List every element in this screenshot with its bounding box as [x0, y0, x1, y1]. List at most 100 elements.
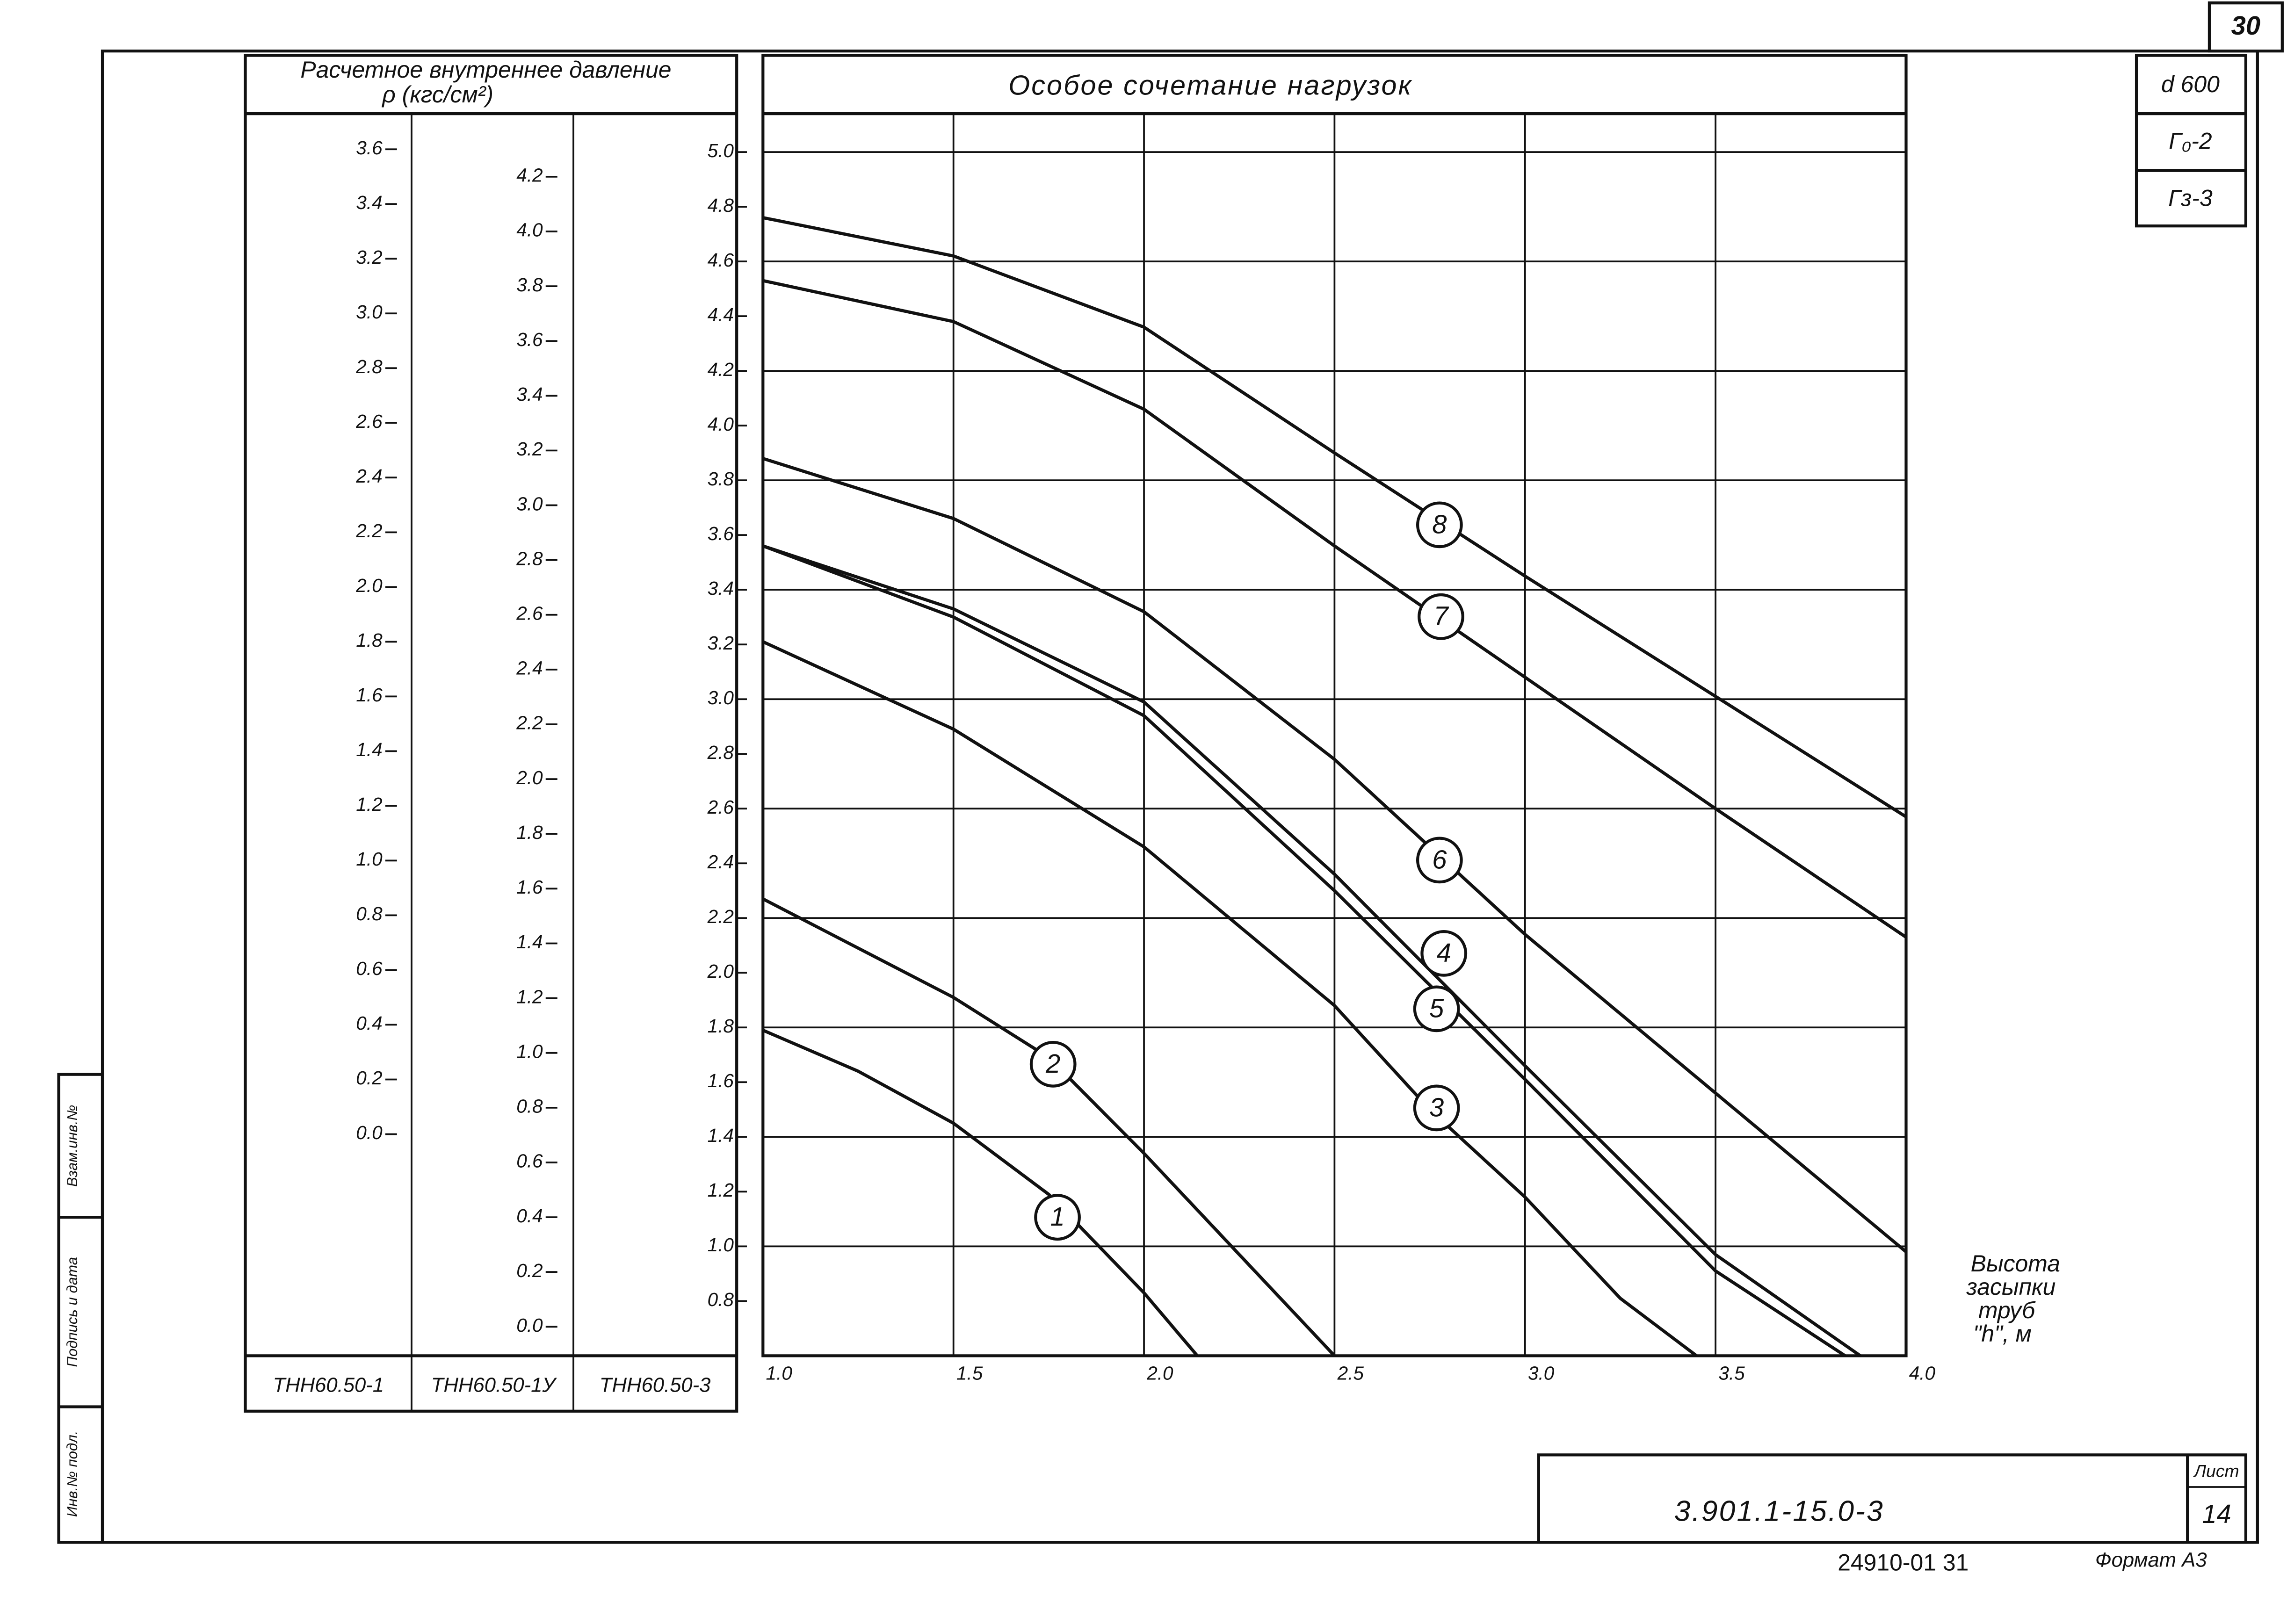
sheet-label: Лист — [2193, 1461, 2239, 1481]
curve-label: 2 — [1045, 1049, 1060, 1078]
y-tick-label: 2.4 — [516, 657, 543, 679]
curve-label: 4 — [1437, 938, 1451, 967]
y-tick-label: 2.2 — [516, 712, 543, 734]
y-tick-label: 3.6 — [708, 523, 734, 544]
y-tick-label: 1.4 — [356, 739, 382, 760]
curve — [762, 457, 1907, 1253]
title-block — [1537, 1453, 2248, 1544]
y-tick-label: 0.2 — [516, 1260, 543, 1281]
y-tick-label: 2.8 — [707, 742, 734, 763]
curve-label-circle — [1034, 1194, 1081, 1241]
y-tick-label: 2.6 — [516, 602, 543, 624]
y-tick-label: 2.4 — [707, 851, 734, 873]
parameter-box — [2135, 54, 2248, 228]
y-tick-label: 3.6 — [516, 329, 543, 350]
x-tick-label: 1.5 — [956, 1363, 983, 1384]
y-tick-label: 3.2 — [356, 246, 382, 268]
y-tick-label: 4.6 — [708, 249, 734, 271]
curve-label-circle — [1418, 593, 1464, 640]
x-tick-label: 3.5 — [1718, 1363, 1745, 1384]
parameter: Гз-3 — [2168, 185, 2213, 211]
y-tick-label: 1.6 — [516, 876, 543, 898]
curve-label-circle — [1413, 985, 1460, 1032]
y-tick-label: 0.4 — [356, 1012, 382, 1034]
y-tick-label: 0.6 — [516, 1150, 543, 1172]
y-tick-label: 5.0 — [708, 140, 734, 161]
parameter: d 600 — [2161, 71, 2220, 97]
y-tick-label: 1.0 — [708, 1234, 734, 1256]
curve — [762, 216, 1907, 818]
y-tick-label: 1.2 — [708, 1179, 734, 1201]
y-tick-label: 1.8 — [708, 1015, 734, 1037]
curve — [762, 544, 1846, 1357]
y-tick-label: 2.4 — [355, 465, 382, 487]
curve-label: 5 — [1429, 993, 1444, 1023]
curve — [762, 1029, 1199, 1357]
y-tick-label: 0.8 — [516, 1096, 543, 1117]
curve-label-circle — [1416, 501, 1463, 549]
y-tick-label: 2.8 — [516, 548, 543, 569]
x-tick-label: 2.0 — [1146, 1363, 1173, 1384]
y-tick-label: 3.2 — [516, 438, 543, 460]
y-tick-label: 4.2 — [708, 359, 734, 380]
side-stamp — [57, 1073, 104, 1544]
y-tick-label: 3.0 — [708, 687, 734, 708]
curve — [762, 544, 1861, 1357]
curve — [762, 279, 1907, 939]
curve-label: 3 — [1429, 1092, 1444, 1122]
y-tick-label: 3.8 — [516, 274, 543, 296]
y-tick-label: 2.0 — [355, 575, 383, 596]
y-tick-label: 2.0 — [707, 960, 734, 982]
y-tick-label: 1.0 — [356, 848, 383, 870]
curve-label: 1 — [1050, 1202, 1064, 1231]
y-tick-label: 4.2 — [516, 165, 543, 186]
y-tick-label: 3.4 — [516, 383, 543, 405]
x-axis-label: труб — [1978, 1297, 2036, 1323]
y-tick-label: 2.2 — [707, 906, 734, 927]
column-name: ТНН60.50-3 — [600, 1373, 711, 1396]
x-tick-label: 4.0 — [1909, 1363, 1936, 1384]
y-tick-label: 1.8 — [356, 629, 383, 651]
y-tick-label: 4.0 — [516, 219, 543, 241]
y-tick-label: 0.6 — [356, 958, 383, 979]
parameter: Г₀-2 — [2169, 128, 2212, 154]
chart-title: Особое сочетание нагрузок — [1008, 70, 1413, 101]
sheet-number: 14 — [2202, 1499, 2231, 1529]
x-axis-label: засыпки — [1966, 1274, 2056, 1300]
y-tick-label: 2.2 — [355, 520, 382, 541]
y-tick-label: 1.0 — [516, 1040, 543, 1062]
y-tick-label: 3.2 — [708, 632, 734, 654]
curve-label-circle — [1413, 1084, 1460, 1132]
y-tick-label: 4.4 — [708, 304, 734, 325]
curve — [762, 640, 1698, 1357]
y-tick-label: 0.8 — [356, 903, 383, 924]
y-tick-label: 3.4 — [708, 577, 734, 599]
y-tick-label: 1.4 — [708, 1125, 734, 1146]
y-tick-label: 0.4 — [516, 1205, 543, 1227]
y-tick-label: 3.0 — [356, 301, 383, 323]
corner-box — [2207, 1, 2284, 53]
format: Формат А3 — [2095, 1548, 2207, 1571]
footer-code: 24910-01 31 — [1838, 1549, 1969, 1575]
y-tick-label: 0.0 — [516, 1314, 543, 1336]
y-tick-label: 3.6 — [356, 137, 383, 159]
y-tick-label: 1.6 — [356, 684, 383, 706]
y-tick-label: 4.8 — [708, 195, 734, 216]
curve-label-circle — [1416, 837, 1463, 884]
sheet-frame — [101, 49, 2259, 1544]
stamp-text: Взам.инв.№ — [64, 1105, 80, 1187]
y-tick-label: 1.6 — [708, 1070, 734, 1091]
y-tick-label: 2.6 — [707, 796, 734, 818]
x-axis-label: Высота — [1971, 1250, 2060, 1277]
curve-label: 6 — [1432, 844, 1447, 874]
y-tick-label: 1.4 — [516, 931, 543, 953]
x-axis-label: "h", м — [1973, 1321, 2032, 1347]
y-tick-label: 1.2 — [356, 794, 382, 815]
column-name: ТНН60.50-1 — [273, 1373, 384, 1396]
y-tick-label: 1.2 — [516, 986, 543, 1007]
designation: 3.901.1-15.0-3 — [1674, 1495, 1884, 1528]
x-tick-label: 3.0 — [1528, 1363, 1555, 1384]
curve-label-circle — [1029, 1040, 1077, 1088]
y-tick-label: 2.8 — [355, 356, 383, 377]
